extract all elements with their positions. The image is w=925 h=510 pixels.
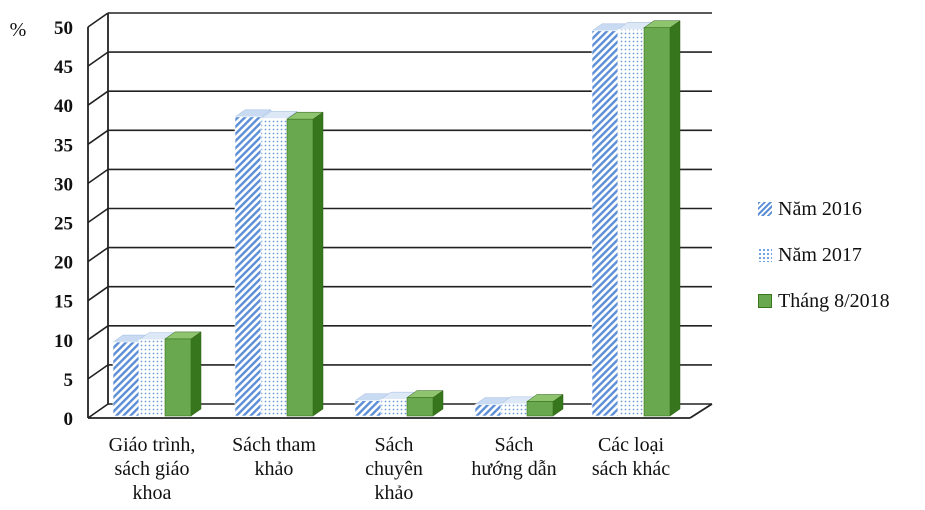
x-tick-label: Các loại (598, 434, 665, 456)
bar (406, 397, 434, 417)
legend-label: Năm 2016 (778, 197, 862, 220)
gridline-side (87, 12, 109, 28)
bar (138, 339, 166, 417)
x-tick-label: khảo (375, 482, 414, 504)
x-tick-label: khảo (255, 458, 294, 480)
bar (617, 28, 645, 417)
bar (526, 401, 554, 417)
gridline-side (87, 168, 109, 185)
legend: Năm 2016 Năm 2017 Tháng 8/2018 (758, 198, 923, 336)
gridline-side (87, 129, 109, 145)
legend-label: Tháng 8/2018 (778, 289, 890, 312)
bar-side (190, 331, 202, 417)
bar (234, 116, 262, 417)
gridline-side (87, 246, 109, 263)
bar (474, 404, 502, 417)
bar (112, 341, 140, 417)
bar (500, 403, 528, 417)
gridline-side (87, 325, 109, 341)
bar (380, 398, 408, 417)
bar-side (669, 20, 681, 417)
floor-edge (689, 403, 713, 419)
x-tick-label: Sách tham (232, 434, 316, 456)
y-tick-label: 25 (54, 214, 73, 235)
bar (354, 400, 382, 417)
y-tick-label: 40 (54, 96, 73, 117)
x-tick-label: Sách (495, 434, 534, 456)
y-tick-label: 10 (54, 331, 73, 352)
legend-swatch-dotted (758, 248, 772, 262)
x-tick-label: sách khác (592, 458, 670, 480)
x-tick-label: Sách (375, 434, 414, 456)
axis-labels: 0 5 10 15 20 25 30 35 40 45 50% Giáo trình,sách giá… (10, 18, 671, 504)
legend-swatch-solid (758, 294, 772, 308)
x-tick-label: Giáo trình, (109, 434, 196, 456)
y-axis-label: % (10, 19, 27, 41)
bar (260, 118, 288, 417)
axes (87, 13, 713, 419)
y-tick-label: 5 (64, 370, 74, 391)
gridline-side (87, 90, 109, 106)
bars (112, 20, 681, 417)
gridline-side (87, 403, 109, 419)
bar (164, 338, 192, 417)
y-tick-label: 20 (54, 253, 73, 274)
bar (286, 118, 314, 417)
bar (643, 27, 671, 417)
gridline-side (87, 364, 109, 380)
y-tick-label: 35 (54, 135, 73, 156)
y-tick-label: 50 (54, 18, 73, 39)
x-tick-label: khoa (133, 482, 172, 504)
gridline-side (87, 207, 109, 224)
x-tick-label: sách giáo (115, 458, 190, 480)
legend-item-series-2: Năm 2017 (758, 244, 923, 266)
gridline-side (87, 286, 109, 302)
y-tick-label: 0 (64, 409, 74, 430)
bar-side (312, 111, 324, 417)
y-tick-label: 45 (54, 57, 73, 78)
legend-item-series-1: Năm 2016 (758, 198, 923, 220)
legend-swatch-diagonal (758, 202, 772, 216)
gridline-side (87, 51, 109, 67)
legend-label: Năm 2017 (778, 243, 862, 266)
y-tick-label: 30 (54, 174, 73, 195)
x-tick-label: hướng dẫn (471, 458, 556, 480)
y-tick-label: 15 (54, 292, 73, 313)
bar (591, 30, 619, 417)
x-tick-label: chuyên (365, 458, 423, 480)
legend-item-series-3: Tháng 8/2018 (758, 290, 923, 312)
